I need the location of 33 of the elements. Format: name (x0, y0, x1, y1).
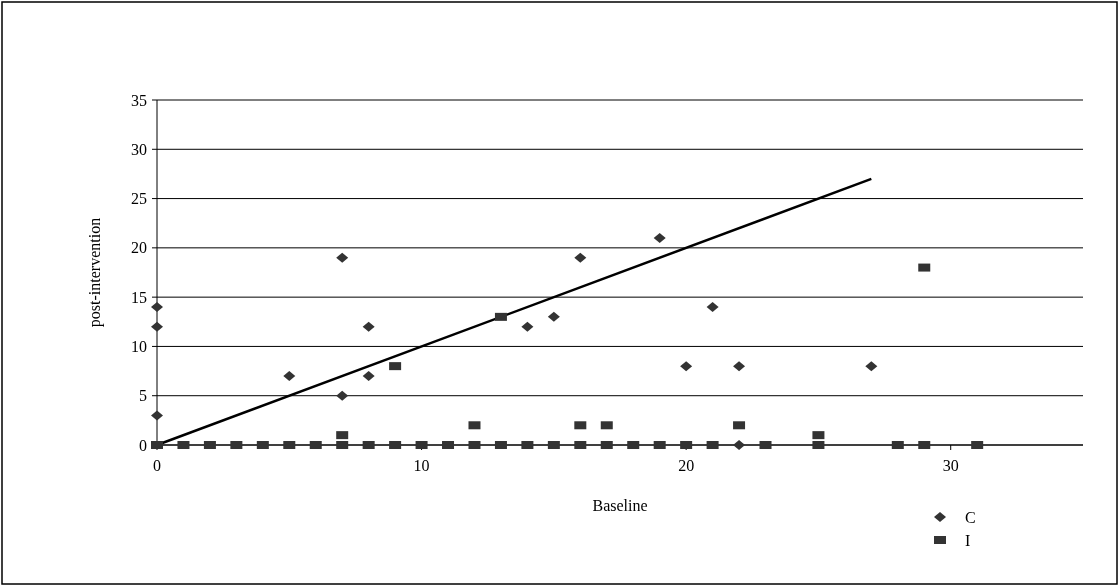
point (733, 361, 746, 372)
y-tick-label: 35 (131, 91, 147, 109)
y-tick-label: 15 (131, 288, 147, 306)
point (336, 390, 349, 401)
point (706, 302, 719, 312)
point (680, 361, 693, 372)
point (362, 321, 375, 332)
y-tick-label: 10 (131, 338, 147, 356)
x-tick-label: 20 (678, 457, 695, 474)
point (865, 361, 878, 372)
point (733, 440, 746, 450)
point (151, 321, 163, 332)
point (362, 371, 375, 381)
legend-label: I (965, 531, 971, 549)
y-tick-label: 20 (131, 239, 147, 257)
point (151, 302, 163, 312)
point (521, 321, 534, 332)
x-tick-label: 10 (413, 457, 430, 474)
point (547, 311, 560, 322)
point (336, 252, 349, 263)
y-tick-label: 25 (131, 190, 147, 208)
y-tick-label: 5 (139, 387, 147, 405)
y-axis-title: post-intervention (86, 217, 104, 328)
x-tick-label: 0 (153, 457, 161, 474)
x-axis-title: Baseline (592, 497, 648, 514)
y-tick-label: 0 (139, 436, 147, 454)
legend-label: C (965, 508, 976, 526)
x-tick-label: 30 (942, 457, 959, 474)
point (283, 371, 296, 381)
y-tick-label: 30 (131, 140, 147, 158)
point (574, 252, 587, 263)
point (653, 233, 666, 243)
point (151, 410, 163, 421)
